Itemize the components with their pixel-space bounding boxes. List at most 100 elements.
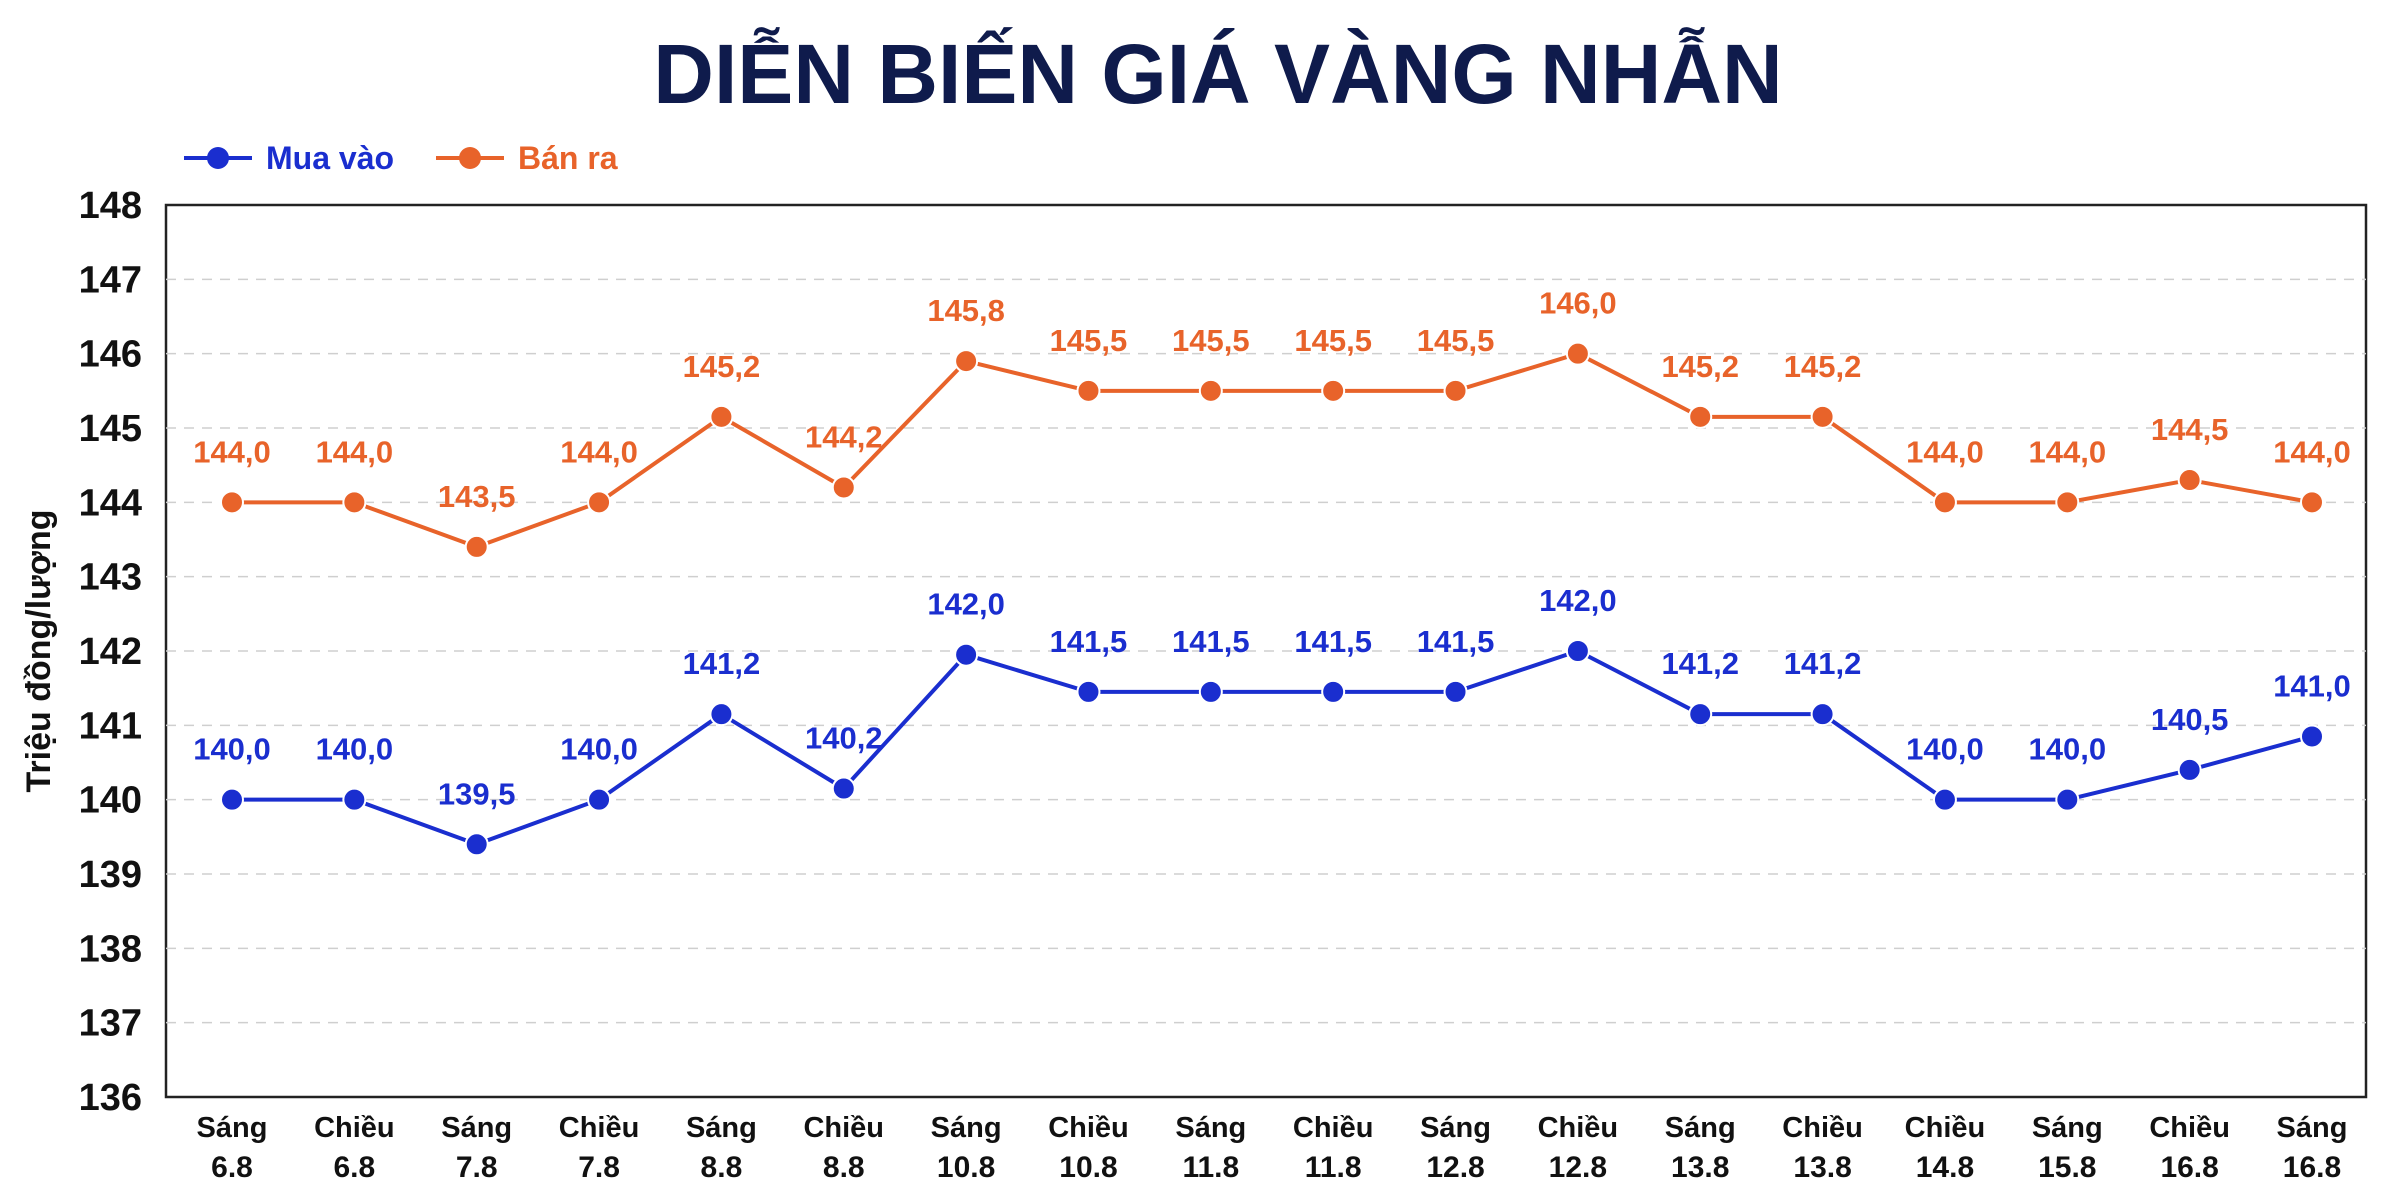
data-label: 140,0 — [316, 732, 394, 767]
data-label: 140,0 — [1906, 732, 1984, 767]
data-label: 144,0 — [2029, 434, 2107, 469]
data-point — [220, 490, 244, 515]
data-label: 140,5 — [2151, 702, 2229, 737]
x-tick-label: Chiều 14.8 — [1905, 1112, 1986, 1184]
data-point — [2300, 724, 2324, 749]
data-point — [1565, 341, 1590, 366]
data-label: 141,5 — [1172, 624, 1250, 659]
y-tick-label: 143 — [79, 557, 142, 599]
x-tick-label-date: 8.8 — [823, 1151, 865, 1184]
x-tick-label-date: 7.8 — [578, 1151, 620, 1184]
x-tick-label-period: Chiều — [1782, 1112, 1863, 1144]
data-point — [831, 776, 856, 801]
x-tick-label: Sáng 8.8 — [686, 1112, 757, 1184]
data-point — [1076, 679, 1101, 704]
data-point — [2055, 787, 2080, 812]
data-label: 141,5 — [1050, 624, 1128, 659]
data-point — [709, 404, 734, 429]
x-tick-label: Sáng 6.8 — [197, 1112, 268, 1184]
series-ban-ra: 144,0 144,0 143,5 144,0 145,2 144,2 145,8 145,5… — [193, 286, 2351, 559]
data-point — [464, 534, 489, 559]
y-axis-label: Triệu đồng/lượng — [20, 510, 58, 793]
legend-label: Mua vào — [266, 140, 394, 176]
data-label: 144,0 — [193, 434, 271, 469]
legend-item: Mua vào — [184, 140, 394, 176]
x-tick-label-date: 7.8 — [456, 1151, 498, 1184]
x-tick-label-date: 6.8 — [211, 1151, 253, 1184]
data-label: 144,2 — [805, 419, 883, 454]
x-tick-label-date: 11.8 — [1305, 1151, 1362, 1184]
x-tick-label-period: Sáng — [931, 1112, 1002, 1144]
x-tick-label-date: 8.8 — [701, 1151, 743, 1184]
data-label: 145,2 — [1661, 349, 1739, 384]
data-point — [587, 490, 612, 515]
x-tick-label-date: 10.8 — [937, 1151, 995, 1184]
data-point — [709, 702, 734, 727]
x-tick-label-period: Sáng — [2032, 1112, 2103, 1144]
series-group: 140,0 140,0 139,5 140,0 141,2 140,2 142,0 141,5… — [193, 286, 2351, 857]
x-tick-label-period: Chiều — [1538, 1112, 1619, 1144]
y-tick-label: 138 — [79, 928, 142, 970]
data-label: 139,5 — [438, 776, 516, 811]
x-tick-label: Chiều 10.8 — [1048, 1112, 1129, 1184]
data-label: 145,2 — [1784, 349, 1862, 384]
y-tick-label: 136 — [79, 1077, 142, 1119]
data-point — [1321, 679, 1346, 704]
x-tick-label: Sáng 16.8 — [2277, 1112, 2348, 1184]
data-point — [1688, 702, 1713, 727]
data-point — [1932, 490, 1957, 515]
data-label: 144,0 — [316, 434, 394, 469]
x-tick-label-date: 15.8 — [2038, 1151, 2096, 1184]
data-label: 141,5 — [1417, 624, 1495, 659]
y-tick-label: 140 — [79, 780, 142, 822]
y-tick-label: 139 — [79, 854, 142, 896]
x-tick-label-date: 12.8 — [1426, 1151, 1484, 1184]
data-label: 141,2 — [683, 646, 761, 681]
data-label: 140,2 — [805, 721, 883, 756]
data-point — [1443, 378, 1468, 403]
data-point — [1076, 378, 1101, 403]
x-tick-label: Chiều 6.8 — [314, 1112, 395, 1184]
x-tick-label-period: Chiều — [559, 1112, 640, 1144]
data-point — [342, 490, 367, 515]
data-label: 145,5 — [1050, 323, 1128, 358]
x-tick-label-period: Chiều — [1048, 1112, 1129, 1144]
legend-item: Bán ra — [436, 140, 618, 176]
data-point — [954, 349, 979, 374]
y-tick-label: 145 — [79, 408, 142, 450]
y-tick-label: 142 — [79, 631, 142, 673]
x-tick-label: Sáng 15.8 — [2032, 1112, 2103, 1184]
x-tick-label-date: 16.8 — [2283, 1151, 2341, 1184]
data-label: 140,0 — [193, 732, 271, 767]
data-label: 144,0 — [560, 434, 638, 469]
data-label: 141,2 — [1661, 646, 1739, 681]
data-label: 146,0 — [1539, 286, 1617, 321]
data-point — [464, 832, 489, 857]
data-point — [342, 787, 367, 812]
y-axis-ticks: 136 137 138 139 140 141 142 143 144 145 146 147 148 — [79, 185, 142, 1119]
x-tick-label-period: Chiều — [314, 1112, 395, 1144]
x-tick-label-period: Chiều — [1293, 1112, 1374, 1144]
data-point — [1688, 404, 1713, 429]
data-point — [2177, 757, 2202, 782]
data-label: 144,0 — [1906, 434, 1984, 469]
data-label: 144,5 — [2151, 412, 2229, 447]
data-label: 145,5 — [1417, 323, 1495, 358]
x-tick-label-period: Chiều — [803, 1112, 884, 1144]
data-label: 142,0 — [927, 587, 1005, 622]
x-tick-label-date: 13.8 — [1671, 1151, 1729, 1184]
data-label: 145,8 — [927, 293, 1005, 328]
data-label: 144,0 — [2273, 434, 2351, 469]
x-tick-label: Chiều 16.8 — [2149, 1112, 2230, 1184]
x-tick-label: Chiều 8.8 — [803, 1112, 884, 1184]
series-line — [232, 351, 2313, 549]
data-point — [1565, 639, 1590, 663]
legend: Mua vào Bán ra — [184, 140, 618, 176]
data-point — [2300, 490, 2324, 515]
data-label: 140,0 — [560, 732, 638, 767]
x-tick-label: Chiều 7.8 — [559, 1112, 640, 1184]
data-point — [1810, 404, 1835, 429]
x-tick-label-date: 13.8 — [1793, 1151, 1851, 1184]
x-tick-label-date: 11.8 — [1182, 1151, 1239, 1184]
x-tick-label: Sáng 10.8 — [931, 1112, 1002, 1184]
